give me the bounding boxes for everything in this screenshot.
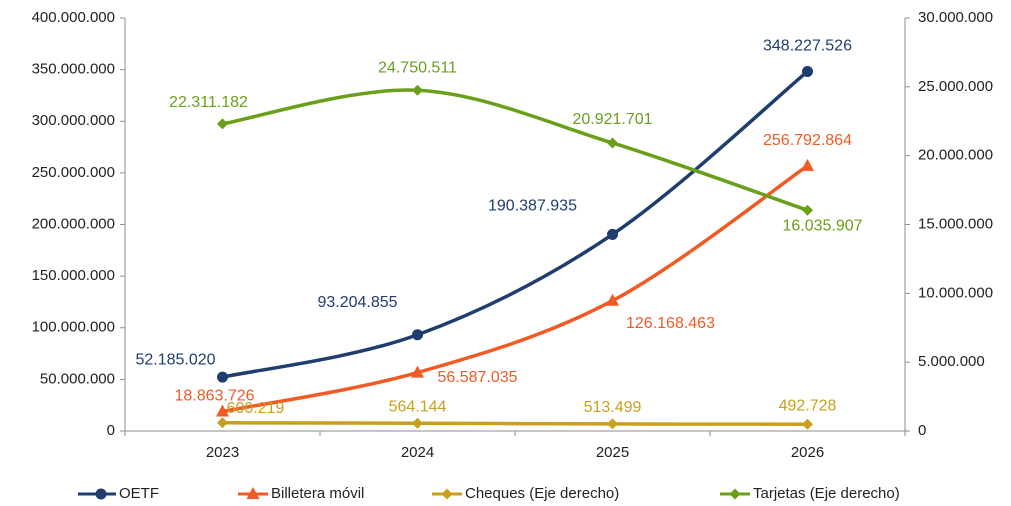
y-tick-label: 50.000.000: [40, 370, 115, 387]
legend-marker: [95, 488, 107, 500]
legend-marker: [246, 487, 260, 499]
data-label: 56.587.035: [437, 369, 517, 386]
data-label: 52.185.020: [135, 351, 215, 368]
y-tick-label: 400.000.000: [32, 9, 115, 26]
x-tick-label: 2025: [596, 444, 629, 461]
point: [216, 404, 229, 417]
series-line: [222, 420, 808, 426]
legend-label: Tarjetas (Eje derecho): [753, 485, 900, 502]
data-label: 190.387.935: [488, 198, 577, 215]
y2-tick-label: 30.000.000: [918, 9, 993, 26]
y-tick-label: 350.000.000: [32, 61, 115, 78]
point: [217, 417, 228, 429]
data-label: 24.750.511: [378, 59, 457, 76]
legend-label: Billetera móvil: [271, 485, 364, 502]
data-label: 93.204.855: [317, 294, 397, 311]
y2-tick-label: 15.000.000: [918, 215, 993, 232]
data-label: 492.728: [779, 397, 837, 414]
y2-tick-label: 25.000.000: [918, 78, 993, 95]
y-tick-label: 150.000.000: [32, 267, 115, 284]
data-label: 18.863.726: [174, 388, 254, 405]
point: [607, 418, 618, 430]
x-tick-label: 2026: [791, 444, 824, 461]
data-label: 256.792.864: [763, 132, 852, 149]
data-label: 600.219: [227, 400, 285, 417]
y2-tick-label: 5.000.000: [918, 353, 985, 370]
point: [606, 293, 619, 306]
point: [802, 204, 813, 216]
y2-tick-label: 10.000.000: [918, 284, 993, 301]
legend-label: Cheques (Eje derecho): [465, 485, 619, 502]
point: [607, 228, 618, 240]
x-tick-label: 2024: [401, 444, 434, 461]
y2-tick-label: 20.000.000: [918, 147, 993, 164]
data-label: 564.144: [389, 398, 447, 415]
point: [607, 137, 618, 149]
data-label: 513.499: [584, 399, 642, 416]
data-label: 348.227.526: [763, 38, 852, 55]
y2-tick-label: 0: [918, 422, 926, 439]
data-label: 20.921.701: [572, 111, 652, 128]
y-tick-label: 100.000.000: [32, 319, 115, 336]
point: [802, 65, 813, 77]
data-label: 22.311.182: [169, 94, 248, 111]
series-line: [222, 88, 809, 212]
point: [217, 118, 228, 130]
data-label: 16.035.907: [782, 217, 862, 234]
series-line: [222, 164, 809, 414]
x-tick-label: 2023: [206, 444, 239, 461]
legend-marker: [441, 488, 453, 500]
legend-label: OETF: [119, 485, 159, 502]
point: [411, 365, 424, 378]
data-label: 126.168.463: [626, 315, 715, 332]
y-tick-label: 0: [107, 422, 115, 439]
y-tick-label: 250.000.000: [32, 164, 115, 181]
point: [802, 418, 813, 430]
y-tick-label: 200.000.000: [32, 215, 115, 232]
point: [801, 158, 814, 171]
point: [217, 371, 228, 383]
legend-marker: [729, 488, 741, 500]
series-line: [222, 70, 809, 379]
point: [412, 84, 423, 96]
point: [412, 329, 423, 341]
y-tick-label: 300.000.000: [32, 112, 115, 129]
point: [412, 417, 423, 429]
